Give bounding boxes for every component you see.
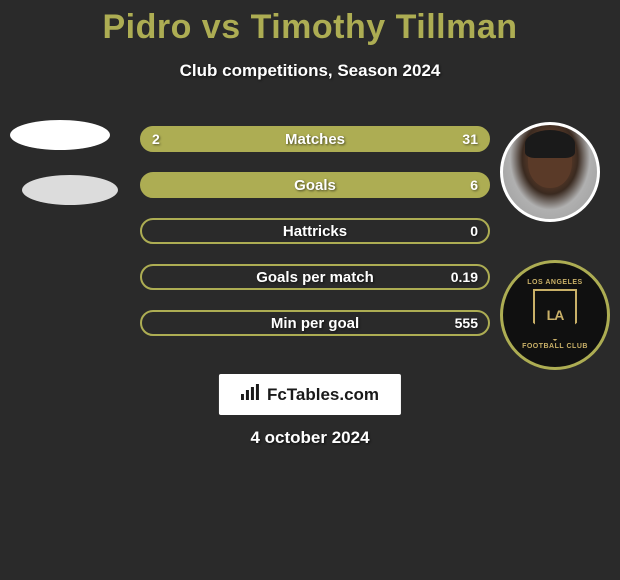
- stats-container: 2 Matches 31 Goals 6 Hattricks 0 Goals p…: [140, 126, 490, 356]
- stat-bar-goals-per-match: Goals per match 0.19: [140, 264, 490, 290]
- stat-label: Matches: [285, 131, 345, 148]
- watermark-badge: FcTables.com: [219, 374, 401, 415]
- player-right-avatar: [500, 122, 600, 222]
- player-right-club-badge: LOS ANGELES LA FOOTBALL CLUB: [500, 260, 610, 370]
- stat-label: Hattricks: [283, 223, 347, 240]
- date-text: 4 october 2024: [250, 428, 369, 448]
- stat-right-value: 6: [470, 177, 478, 193]
- club-badge-shield: LA: [533, 289, 577, 341]
- stat-label: Goals: [294, 177, 336, 194]
- subtitle: Club competitions, Season 2024: [0, 61, 620, 81]
- stat-bar-hattricks: Hattricks 0: [140, 218, 490, 244]
- player-left-avatar-placeholder-1: [10, 120, 110, 150]
- club-badge-initials: LA: [547, 307, 564, 324]
- stat-right-value: 555: [455, 315, 478, 331]
- stat-bar-goals: Goals 6: [140, 172, 490, 198]
- stat-right-value: 31: [462, 131, 478, 147]
- stat-bar-matches: 2 Matches 31: [140, 126, 490, 152]
- player-left-avatar-placeholder-2: [22, 175, 118, 205]
- stat-left-value: 2: [152, 131, 160, 147]
- stat-label: Min per goal: [271, 315, 359, 332]
- watermark-text: FcTables.com: [267, 385, 379, 405]
- stat-label: Goals per match: [256, 269, 374, 286]
- stat-right-value: 0.19: [451, 269, 478, 285]
- club-badge-top-text: LOS ANGELES: [522, 279, 588, 287]
- stat-right-value: 0: [470, 223, 478, 239]
- stat-bar-min-per-goal: Min per goal 555: [140, 310, 490, 336]
- club-badge-bottom-text: FOOTBALL CLUB: [522, 343, 588, 351]
- page-title: Pidro vs Timothy Tillman: [0, 0, 620, 47]
- bar-chart-icon: [241, 384, 261, 405]
